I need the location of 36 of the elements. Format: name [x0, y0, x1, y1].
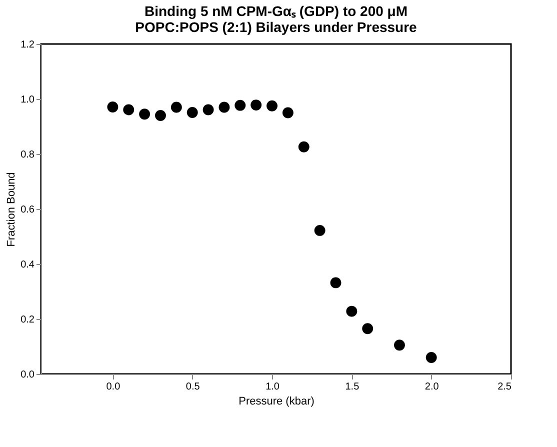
- y-tick-label: 0.8: [20, 150, 35, 160]
- x-tick-label: 0.5: [186, 382, 200, 392]
- point: [266, 100, 278, 112]
- text: Binding 5 nM CPM-Gαₛ (GDP) to 200 μM: [144, 3, 408, 19]
- point: [107, 102, 118, 112]
- y-tick-label: 0.6: [20, 204, 35, 216]
- point: [234, 100, 246, 111]
- point: [186, 107, 198, 118]
- point: [330, 277, 342, 288]
- x-tick-label: 1.5: [345, 382, 360, 392]
- text: POPC:POPS (2:1) Bilayers under Pressure: [135, 19, 417, 35]
- point: [250, 100, 262, 111]
- point: [298, 141, 310, 152]
- point: [123, 104, 134, 116]
- x-tick-label: 1.0: [266, 382, 280, 392]
- x-tick-label: 2.0: [424, 382, 440, 392]
- point: [394, 340, 405, 351]
- x-tick-label: 0.0: [106, 382, 121, 392]
- point: [202, 104, 214, 116]
- point: [139, 108, 150, 120]
- point: [426, 352, 437, 363]
- point: [346, 306, 358, 317]
- point: [314, 224, 326, 236]
- y-tick-label: 0.2: [20, 314, 35, 326]
- y-axis-title: Fraction Bound: [6, 172, 18, 247]
- point: [282, 107, 294, 118]
- y-tick-label: 0.4: [20, 260, 35, 270]
- x-axis-title: Pressure (kbar): [238, 396, 314, 408]
- x-tick-label: 2.5: [498, 382, 512, 392]
- y-tick-label: 0.0: [20, 370, 35, 380]
- point: [170, 102, 182, 113]
- point: [362, 323, 374, 334]
- point: [155, 110, 166, 121]
- y-tick-label: 1.0: [20, 94, 35, 106]
- y-tick-label: 1.2: [20, 40, 35, 50]
- point: [218, 102, 230, 113]
